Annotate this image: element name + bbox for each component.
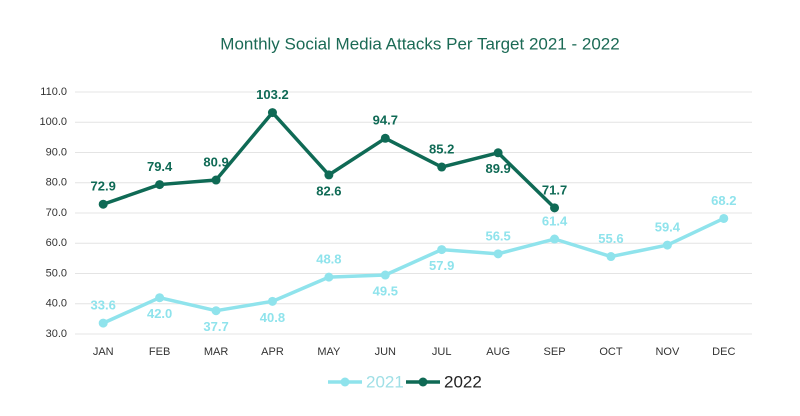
series-line: [102, 216, 725, 325]
point: [211, 175, 221, 185]
data-label: 40.8: [260, 310, 285, 325]
x-tick-label: AUG: [486, 346, 510, 358]
data-label: 42.0: [147, 306, 172, 321]
x-tick-label: JAN: [93, 346, 114, 358]
y-tick-label: 30.0: [46, 328, 67, 340]
data-label: 71.7: [542, 182, 567, 197]
x-tick-label: SEP: [544, 346, 566, 358]
y-tick-label: 50.0: [46, 267, 67, 279]
data-label: 33.6: [91, 298, 116, 313]
data-label: 72.9: [91, 179, 116, 194]
data-label: 59.4: [655, 220, 681, 235]
data-label: 103.2: [256, 87, 289, 102]
point: [324, 170, 334, 180]
data-label: 68.2: [711, 193, 736, 208]
x-tick-label: APR: [261, 346, 284, 358]
data-label: 55.6: [598, 231, 623, 246]
point: [550, 203, 560, 213]
x-tick-label: FEB: [149, 346, 170, 358]
legend-label: 2022: [444, 372, 482, 391]
x-tick-label: MAR: [204, 346, 229, 358]
point: [606, 252, 616, 262]
y-tick-label: 90.0: [46, 146, 67, 158]
x-tick-label: DEC: [712, 346, 735, 358]
data-label: 80.9: [203, 154, 228, 169]
y-tick-label: 40.0: [46, 298, 67, 310]
data-label: 82.6: [316, 183, 341, 198]
point: [493, 249, 503, 259]
chart-title: Monthly Social Media Attacks Per Target …: [220, 34, 619, 53]
point: [267, 296, 277, 306]
point: [98, 199, 108, 209]
point: [324, 272, 334, 282]
point: [267, 108, 277, 118]
point: [211, 306, 221, 316]
point: [550, 234, 560, 244]
data-label: 37.7: [203, 319, 228, 334]
data-label: 85.2: [429, 141, 454, 156]
y-tick-label: 70.0: [46, 207, 67, 219]
point: [493, 148, 503, 158]
data-label: 56.5: [485, 228, 510, 243]
legend-marker: [340, 377, 350, 387]
point: [437, 245, 447, 255]
data-label: 57.9: [429, 258, 454, 273]
point: [719, 213, 729, 223]
y-tick-label: 60.0: [46, 237, 67, 249]
point: [155, 180, 165, 190]
point: [380, 270, 390, 280]
legend-marker: [418, 377, 428, 387]
data-label: 49.5: [373, 283, 398, 298]
point: [437, 162, 447, 172]
point: [662, 240, 672, 250]
data-label: 79.4: [147, 159, 173, 174]
data-label: 61.4: [542, 213, 568, 228]
point: [98, 318, 108, 328]
x-tick-label: JUN: [375, 346, 396, 358]
point: [155, 293, 165, 303]
y-tick-label: 80.0: [46, 177, 67, 189]
x-tick-label: MAY: [317, 346, 341, 358]
legend-label: 2021: [366, 372, 404, 391]
x-tick-label: NOV: [655, 346, 680, 358]
x-tick-label: JUL: [432, 346, 452, 358]
y-tick-label: 110.0: [40, 86, 67, 98]
y-tick-label: 100.0: [39, 116, 67, 128]
data-label: 89.9: [485, 161, 510, 176]
data-label: 94.7: [373, 113, 398, 128]
data-label: 48.8: [316, 252, 341, 267]
x-tick-label: OCT: [599, 346, 623, 358]
point: [380, 133, 390, 143]
